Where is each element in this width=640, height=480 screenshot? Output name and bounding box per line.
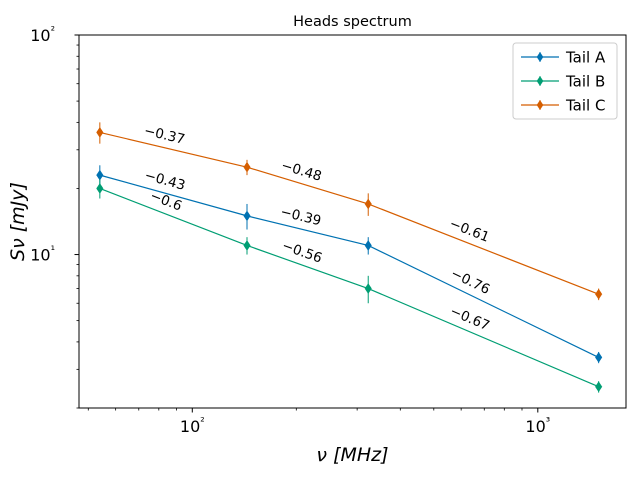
series-line (99, 187, 599, 388)
series-line (99, 131, 599, 295)
series-tail-a (96, 165, 603, 364)
legend-box (512, 42, 618, 120)
data-point (243, 240, 251, 251)
data-point (243, 210, 251, 222)
data-point (96, 126, 104, 138)
data-point (595, 351, 603, 363)
axes-frame (78, 34, 627, 409)
data-point (595, 288, 603, 300)
data-point (364, 198, 372, 210)
legend-label: Tail C (565, 97, 605, 115)
y-axis-label: Sν [mJy] (7, 182, 29, 261)
series-tail-c (96, 122, 603, 301)
x-tick-label: 10² (180, 415, 205, 436)
x-tick-label: 10³ (525, 415, 550, 436)
legend-label: Tail B (565, 73, 605, 91)
legend-entry: Tail A (521, 49, 606, 67)
data-point (364, 283, 372, 295)
legend-label: Tail A (565, 49, 606, 67)
y-tick-label: 10¹ (30, 244, 55, 265)
legend-entry: Tail C (521, 97, 605, 115)
chart-title: Heads spectrum (293, 14, 412, 30)
data-point (595, 381, 603, 393)
series-tail-b (96, 179, 603, 393)
axis-ticks: 10² 10³ 10¹ 10² (30, 24, 550, 436)
legend-marker (536, 76, 544, 86)
y-tick-label: 10² (30, 24, 55, 45)
legend-marker (536, 100, 544, 110)
legend-marker (536, 52, 544, 62)
series-line (99, 174, 599, 358)
legend-entry: Tail B (521, 73, 605, 91)
x-axis-label: ν [MHz] (316, 444, 388, 466)
legend: Tail A Tail B Tail C (512, 42, 618, 120)
data-point (96, 183, 104, 194)
data-point (243, 161, 251, 173)
data-point (364, 240, 372, 251)
